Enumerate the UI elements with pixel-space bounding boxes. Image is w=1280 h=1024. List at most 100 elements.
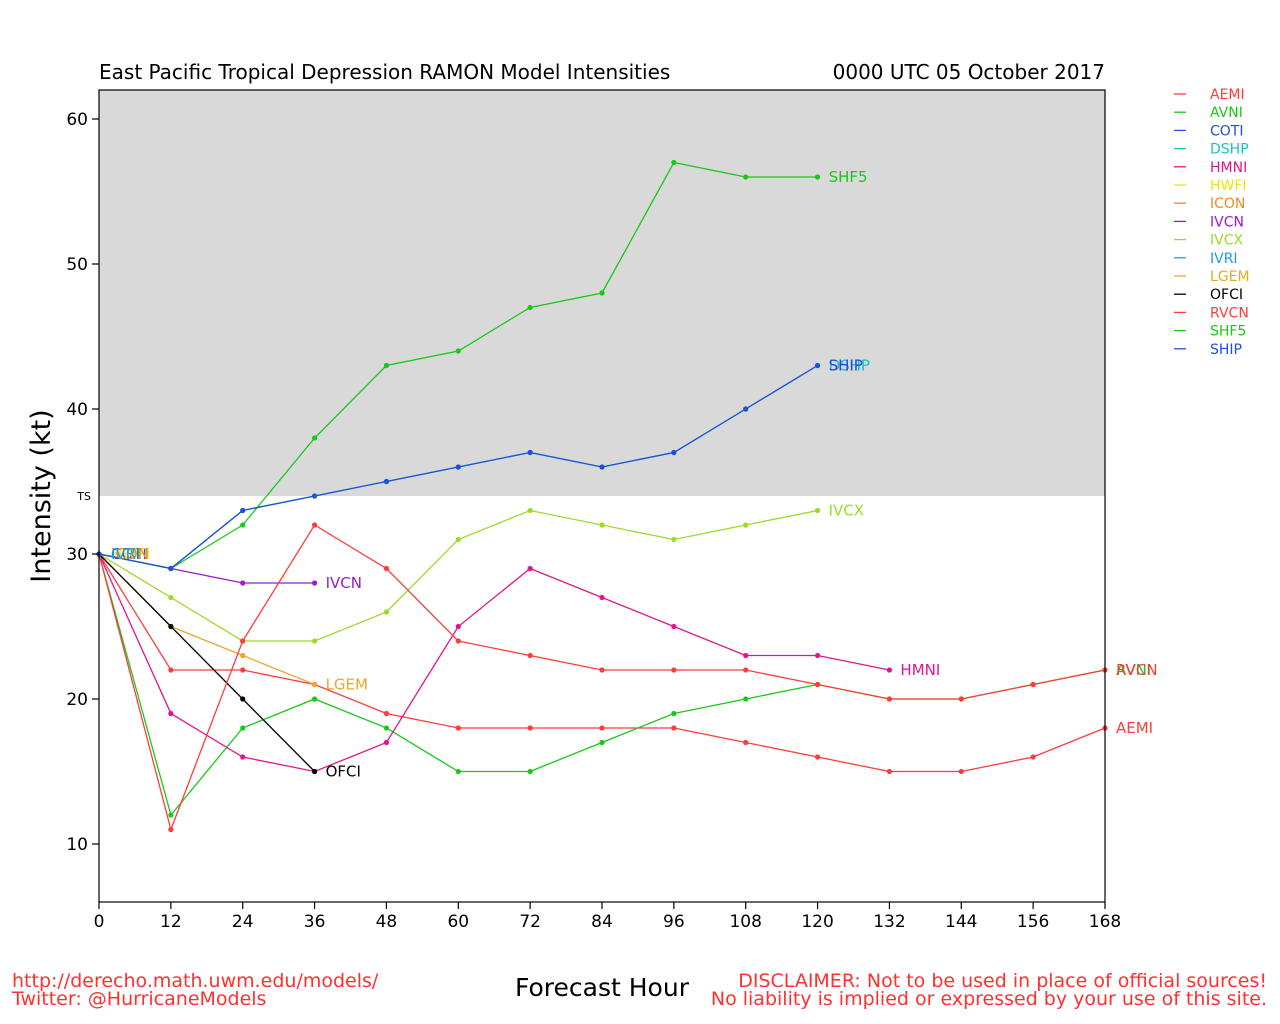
point-rvcn-120 <box>814 681 821 688</box>
point-hmni-96 <box>671 623 677 630</box>
point-ship-96 <box>671 449 677 456</box>
legend-item-lgem: LGEM <box>1210 269 1250 285</box>
x-tick-label-60: 60 <box>447 912 469 932</box>
point-hmni-132 <box>886 667 893 673</box>
x-tick-label-72: 72 <box>519 912 541 932</box>
x-tick-label-132: 132 <box>873 912 905 932</box>
series-line-ofci <box>98 553 316 772</box>
point-avni-12 <box>168 812 174 818</box>
end-label-ivri: IVRI <box>111 545 141 563</box>
x-tick-label-12: 12 <box>160 912 182 932</box>
point-shf5-60 <box>455 348 461 354</box>
point-rvcn-84 <box>599 667 605 673</box>
point-aemi-144 <box>958 768 964 775</box>
series-line-hmni <box>98 553 890 773</box>
point-aemi-72 <box>527 725 533 731</box>
point-hmni-48 <box>383 739 390 746</box>
point-aemi-12 <box>168 667 174 673</box>
point-ivcx-84 <box>599 522 605 528</box>
point-ivcn-36 <box>311 580 318 586</box>
x-tick-label-84: 84 <box>591 912 613 932</box>
legend-item-ofci: OFCI <box>1210 287 1243 303</box>
legend-item-rvcn: RVCN <box>1210 305 1249 321</box>
point-ship-60 <box>455 464 461 470</box>
point-shf5-108 <box>743 174 749 180</box>
point-aemi-120 <box>814 754 821 760</box>
point-ship-84 <box>599 464 605 470</box>
legend-item-hwfi: HWFI <box>1210 178 1247 194</box>
point-ship-48 <box>383 478 390 485</box>
x-tick-label-156: 156 <box>1017 912 1049 932</box>
point-ivcx-108 <box>743 522 749 528</box>
point-hmni-72 <box>527 565 533 572</box>
end-label-ship: SHIP <box>829 357 863 375</box>
point-avni-48 <box>383 725 390 731</box>
point-aemi-60 <box>455 725 461 731</box>
point-ship-12 <box>168 565 174 572</box>
point-avni-72 <box>527 768 533 775</box>
chart-title: East Pacific Tropical Depression RAMON M… <box>99 60 670 84</box>
y-tick-label-20: 20 <box>66 690 88 710</box>
legend-item-hmni: HMNI <box>1210 160 1247 176</box>
x-tick-label-120: 120 <box>801 912 833 932</box>
end-label-shf5: SHF5 <box>829 168 868 186</box>
point-hmni-120 <box>814 652 821 659</box>
legend-item-ship: SHIP <box>1210 342 1242 358</box>
end-label-ivcn: IVCN <box>326 574 362 592</box>
point-avni-60 <box>455 768 461 775</box>
point-ship-120 <box>814 362 821 369</box>
point-avni-24 <box>240 725 246 731</box>
end-label-dshp: DSHP <box>829 357 870 375</box>
legend-item-shf5: SHF5 <box>1210 324 1246 340</box>
legend-item-dshp: DSHP <box>1210 142 1249 158</box>
x-tick-label-108: 108 <box>729 912 761 932</box>
y-tick-label-30: 30 <box>66 545 88 565</box>
point-ship-36 <box>311 493 318 499</box>
footer-url[interactable]: http://derecho.math.uwm.edu/models/ <box>12 970 379 992</box>
point-hmni-108 <box>743 652 749 659</box>
axes: 0 12 24 36 48 60 72 84 96 108 120 132 144 156 168 10 20 3… <box>66 89 1121 932</box>
point-rvcn-12 <box>168 826 174 833</box>
point-rvcn-36 <box>311 522 318 528</box>
footer-twitter: Twitter: @HurricaneModels <box>11 988 266 1010</box>
point-aemi-156 <box>1030 754 1036 760</box>
legend-item-ivcx: IVCX <box>1210 233 1243 249</box>
point-aemi-24 <box>240 667 246 673</box>
tropical-storm-shading: TS <box>76 90 1105 503</box>
point-avni-84 <box>599 739 605 746</box>
y-tick-label-50: 50 <box>66 255 88 275</box>
end-label-aemi: AEMI <box>1116 719 1153 737</box>
chart-subtitle: 0000 UTC 05 October 2017 <box>833 60 1105 84</box>
legend-item-avni: AVNI <box>1210 105 1243 121</box>
y-axis-label: Intensity (kt) <box>26 409 57 582</box>
point-rvcn-60 <box>455 638 461 644</box>
legend-item-ivri: IVRI <box>1210 251 1238 267</box>
end-label-ivcx: IVCX <box>829 502 864 520</box>
point-avni-36 <box>311 696 318 702</box>
point-ivcx-72 <box>527 507 533 514</box>
point-ivcx-96 <box>671 536 677 543</box>
point-shf5-36 <box>311 435 318 441</box>
footer-disclaimer-2: No liability is implied or expressed by … <box>711 988 1267 1010</box>
point-lgem-24 <box>240 652 246 659</box>
point-avni-96 <box>671 710 677 717</box>
x-tick-label-168: 168 <box>1089 912 1121 932</box>
y-tick-label-60: 60 <box>66 110 88 130</box>
point-aemi-84 <box>599 725 605 731</box>
point-aemi-48 <box>383 710 390 717</box>
point-ofci-24 <box>240 696 246 702</box>
legend: AEMI AVNI COTI DSHP HMNI HWFI ICON IVCN IVCX IVRI… <box>1174 87 1250 358</box>
point-rvcn-96 <box>671 667 677 673</box>
ts-threshold-label: TS <box>76 490 91 503</box>
x-axis-label: Forecast Hour <box>515 973 690 1002</box>
point-shf5-96 <box>671 159 677 166</box>
x-tick-label-24: 24 <box>232 912 254 932</box>
x-tick-label-0: 0 <box>94 912 105 932</box>
y-tick-label-40: 40 <box>66 400 88 420</box>
point-aemi-108 <box>743 739 749 746</box>
point-rvcn-108 <box>743 667 749 673</box>
point-rvcn-72 <box>527 652 533 659</box>
x-tick-label-48: 48 <box>376 912 398 932</box>
end-label-lgem: LGEM <box>326 676 368 694</box>
